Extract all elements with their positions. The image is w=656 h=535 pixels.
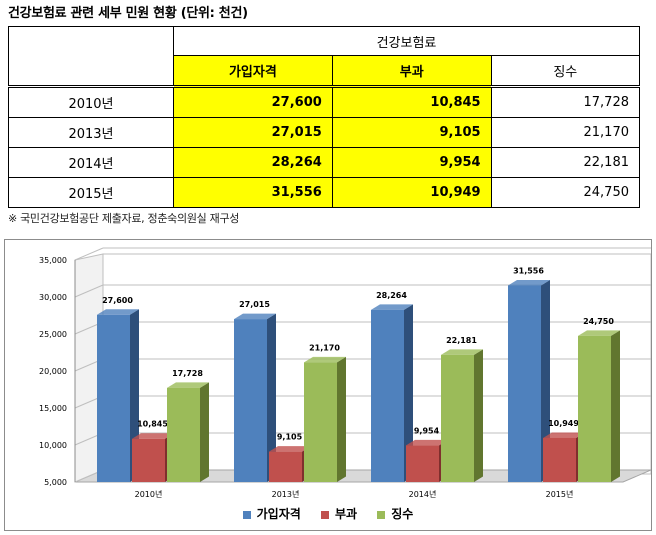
bar-top (578, 330, 620, 336)
legend-swatch (320, 510, 329, 519)
y-tick-label: 35,000 (39, 256, 67, 265)
cell-eligibility: 28,264 (173, 147, 333, 178)
cell-collection: 17,728 (490, 86, 641, 118)
cell-eligibility: 27,015 (173, 117, 333, 148)
bar-side (404, 304, 413, 482)
x-tick-label: 2010년 (135, 489, 163, 499)
x-tick-label: 2015년 (546, 489, 574, 499)
table-row: 2015년 31,556 10,949 24,750 (8, 177, 641, 208)
bar (167, 387, 200, 482)
source-note: ※ 국민건강보험공단 제출자료, 정춘숙의원실 재구성 (8, 212, 240, 225)
y-gridline-side (74, 247, 104, 261)
col-header-levy: 부과 (331, 55, 492, 88)
cell-eligibility: 31,556 (173, 177, 333, 208)
cell-levy: 10,845 (331, 86, 492, 118)
bar (371, 309, 404, 482)
data-label: 9,105 (277, 433, 303, 442)
legend-item: 부과 (320, 505, 358, 522)
bar (578, 335, 611, 482)
bar (543, 437, 576, 482)
cell-eligibility: 27,600 (173, 86, 333, 118)
bar-top (269, 446, 311, 452)
row-year: 2013년 (8, 117, 174, 148)
bar (441, 354, 474, 482)
bar (132, 438, 165, 482)
bar-top (406, 439, 448, 446)
table-header-row: 건강보험료 (8, 26, 640, 56)
bar-top (304, 356, 346, 363)
data-label: 27,600 (102, 296, 133, 305)
bar-top (234, 313, 276, 320)
chart-frame: 5,000 10,000 15,000 20,000 25,000 30,000 35,00… (4, 239, 652, 531)
y-tick-label: 30,000 (39, 293, 67, 302)
data-label: 10,845 (137, 420, 168, 429)
bar-top (508, 279, 550, 286)
cell-collection: 21,170 (490, 117, 641, 148)
legend-item: 가입자격 (242, 505, 301, 522)
bar-top (441, 349, 483, 355)
col-header-eligibility: 가입자격 (173, 55, 333, 88)
bar-side (541, 279, 550, 482)
bar (406, 445, 439, 482)
y-tick-label: 15,000 (39, 404, 67, 413)
row-year: 2010년 (8, 86, 174, 118)
y-gridline-side (74, 284, 104, 298)
bar-top (97, 309, 139, 315)
complaints-table: 건강보험료 가입자격 부과 징수 2010년 27,600 10,845 17,… (8, 26, 641, 208)
bar-top (132, 433, 174, 439)
bar-chart: 5,000 10,000 15,000 20,000 25,000 30,000 35,00… (39, 247, 651, 499)
data-label: 24,750 (583, 317, 614, 326)
cell-collection: 22,181 (490, 147, 641, 178)
table-corner-cell (8, 26, 174, 56)
bar-side (200, 382, 209, 482)
cell-collection: 24,750 (490, 177, 641, 208)
data-label: 22,181 (446, 336, 477, 345)
col-header-collection: 징수 (490, 55, 641, 88)
data-label: 9,954 (414, 426, 440, 435)
legend-swatch (242, 510, 251, 519)
data-label: 27,015 (239, 300, 270, 309)
data-label: 17,728 (172, 369, 203, 378)
bar-side (474, 349, 483, 482)
bar-top (371, 304, 413, 310)
bar-side (611, 330, 620, 482)
legend-label: 부과 (334, 507, 358, 521)
row-year: 2015년 (8, 177, 174, 208)
x-tick-label: 2014년 (409, 489, 437, 499)
bar (234, 319, 267, 482)
data-label: 21,170 (309, 343, 340, 352)
y-tick-label: 25,000 (39, 330, 67, 339)
y-tick-label: 10,000 (39, 441, 67, 450)
page-title: 건강보험료 관련 세부 민원 현황 (단위: 천건) (8, 6, 248, 21)
legend-swatch (377, 510, 386, 519)
cell-levy: 9,105 (331, 117, 492, 148)
bar (304, 362, 337, 482)
table-subheader-row: 가입자격 부과 징수 (8, 55, 641, 88)
x-tick-label: 2013년 (272, 489, 300, 499)
y-tick-label: 20,000 (39, 367, 67, 376)
bar-side (267, 313, 276, 482)
y-tick-label: 5,000 (44, 478, 67, 487)
bar (508, 285, 541, 482)
table-corner-cell-lower (8, 55, 174, 88)
legend-item: 징수 (377, 505, 413, 522)
legend-label: 징수 (391, 507, 414, 521)
table-row: 2013년 27,015 9,105 21,170 (8, 117, 641, 148)
bar (269, 451, 302, 482)
bar (97, 314, 130, 482)
table-row: 2010년 27,600 10,845 17,728 (8, 86, 641, 118)
cell-levy: 9,954 (331, 147, 492, 178)
bar-side (337, 356, 346, 482)
group-header: 건강보험료 (173, 26, 640, 56)
data-label: 31,556 (513, 266, 544, 275)
bar-top (543, 432, 585, 438)
chart-legend: 가입자격 부과 징수 (5, 505, 651, 522)
cell-levy: 10,949 (331, 177, 492, 208)
data-label: 10,949 (548, 419, 579, 428)
row-year: 2014년 (8, 147, 174, 178)
bar-top (167, 382, 209, 388)
data-label: 28,264 (376, 291, 407, 300)
table-row: 2014년 28,264 9,954 22,181 (8, 147, 641, 178)
legend-label: 가입자격 (256, 507, 301, 521)
